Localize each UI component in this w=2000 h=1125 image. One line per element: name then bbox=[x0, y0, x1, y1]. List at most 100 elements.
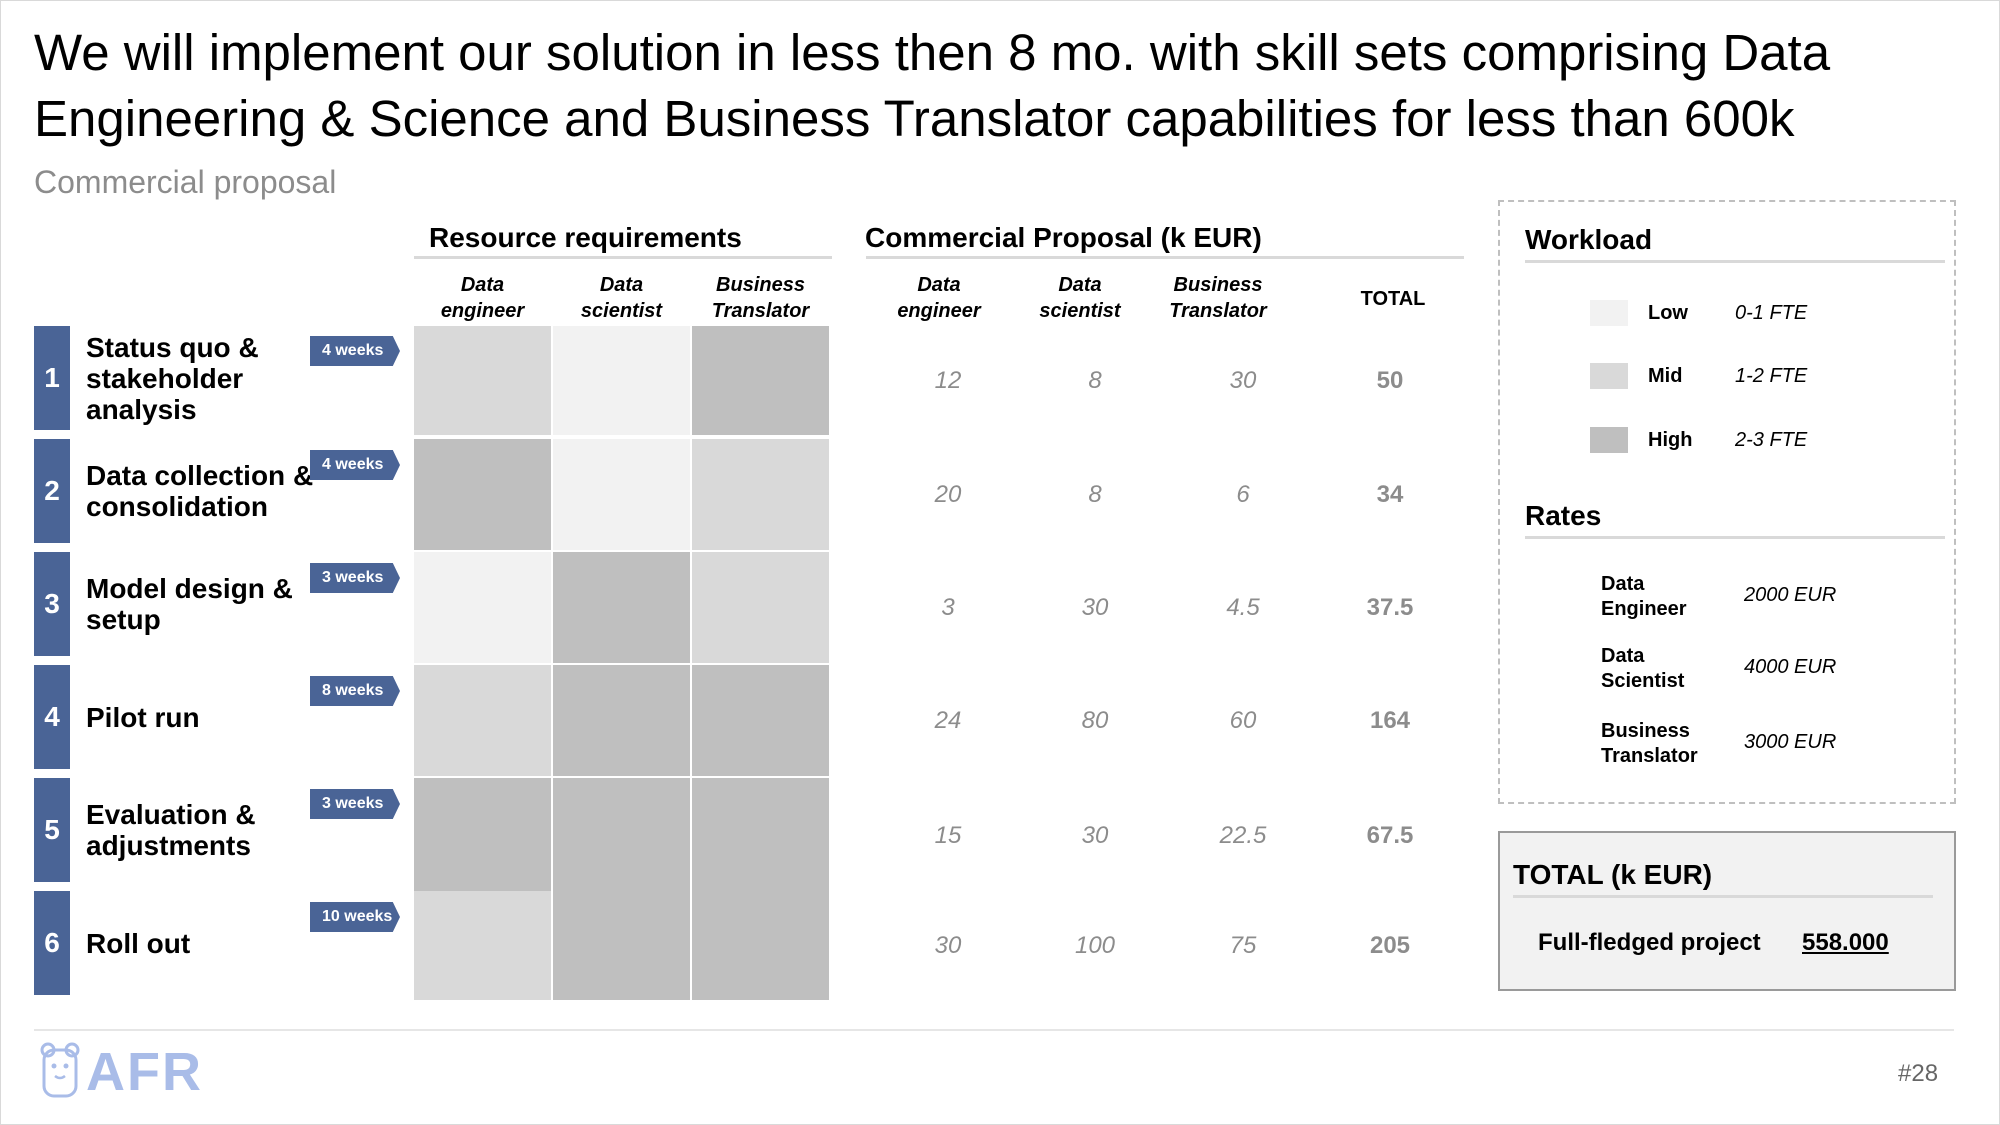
company-logo: AFR bbox=[40, 1042, 203, 1102]
proposal-cost-value: 8 bbox=[1088, 480, 1102, 508]
proposal-cost-value: 30 bbox=[934, 931, 962, 959]
resource-heading-rule bbox=[414, 256, 832, 259]
total-heading: TOTAL (k EUR) bbox=[1513, 859, 1713, 890]
step-number: 6 bbox=[34, 891, 70, 995]
proposal-cost-value: 4.5 bbox=[1226, 593, 1260, 621]
resource-col-header: Data engineer bbox=[440, 274, 525, 322]
workload-cell-high bbox=[553, 665, 690, 776]
proposal-cost-value: 80 bbox=[1081, 706, 1109, 734]
workload-cell-low bbox=[414, 552, 551, 663]
step-2: 2 Data collection & consolidation 4 week… bbox=[34, 439, 414, 543]
workload-cell-low bbox=[553, 326, 690, 435]
row-total-value: 37.5 bbox=[1366, 593, 1414, 621]
workload-cell-high bbox=[414, 439, 551, 550]
legend-box: Workload Low 0-1 FTE Mid 1-2 FTE High 2-… bbox=[1498, 200, 1956, 804]
step-4: 4 Pilot run 8 weeks bbox=[34, 665, 414, 769]
row-total-value: 34 bbox=[1376, 480, 1404, 508]
step-label: Evaluation & adjustments bbox=[86, 799, 256, 861]
low-swatch bbox=[1590, 300, 1628, 326]
workload-cell-mid bbox=[414, 326, 551, 435]
workload-cell-high bbox=[692, 778, 829, 894]
proposal-col-header: Business Translator bbox=[1169, 274, 1267, 322]
workload-cell-high bbox=[553, 552, 690, 663]
rate-label: Data Scientist bbox=[1601, 645, 1685, 692]
duration-badge: 8 weeks bbox=[310, 676, 400, 706]
workload-cell-mid bbox=[692, 552, 829, 663]
workload-cell-mid bbox=[414, 665, 551, 776]
workload-cell-mid bbox=[414, 891, 551, 1000]
proposal-heading: Commercial Proposal (k EUR) bbox=[865, 222, 1262, 253]
rate-label: Data Engineer bbox=[1601, 573, 1687, 620]
step-number: 3 bbox=[34, 552, 70, 656]
footer-rule bbox=[34, 1029, 1954, 1031]
bear-logo-icon bbox=[40, 1042, 80, 1098]
duration-badge: 3 weeks bbox=[310, 789, 400, 819]
total-value: 558.000 bbox=[1802, 929, 1889, 956]
row-total-value: 50 bbox=[1376, 366, 1404, 394]
step-label: Model design & setup bbox=[86, 573, 293, 635]
legend-mid-label: Mid bbox=[1648, 365, 1683, 387]
step-6: 6 Roll out 10 weeks bbox=[34, 891, 414, 995]
proposal-cost-value: 100 bbox=[1074, 931, 1116, 959]
total-col-header: TOTAL bbox=[1360, 288, 1426, 310]
slide-subtitle: Commercial proposal bbox=[34, 164, 337, 200]
workload-cell-high bbox=[553, 778, 690, 894]
step-1: 1 Status quo & stakeholder analysis 4 we… bbox=[34, 326, 414, 430]
slide-title: We will implement our solution in less t… bbox=[34, 24, 1831, 147]
duration-badge: 10 weeks bbox=[310, 902, 400, 932]
proposal-cost-value: 24 bbox=[934, 706, 962, 734]
step-number: 4 bbox=[34, 665, 70, 769]
row-total-value: 67.5 bbox=[1366, 822, 1414, 849]
rates-heading: Rates bbox=[1525, 500, 1602, 531]
workload-cell-high bbox=[692, 665, 829, 776]
step-5: 5 Evaluation & adjustments 3 weeks bbox=[34, 778, 414, 882]
legend-mid-fte: 1-2 FTE bbox=[1735, 365, 1808, 387]
workload-cell-mid bbox=[692, 439, 829, 550]
step-number: 5 bbox=[34, 778, 70, 882]
step-label: Pilot run bbox=[86, 701, 200, 733]
legend-low-label: Low bbox=[1648, 302, 1688, 324]
proposal-heading-rule bbox=[866, 256, 1464, 259]
step-label: Status quo & stakeholder analysis bbox=[86, 331, 259, 425]
proposal-cost-value: 15 bbox=[934, 822, 962, 849]
total-box: TOTAL (k EUR) Full-fledged project 558.0… bbox=[1498, 831, 1956, 991]
proposal-cost-value: 8 bbox=[1088, 366, 1102, 394]
row-total-value: 164 bbox=[1369, 706, 1411, 734]
resource-heading: Resource requirements bbox=[429, 222, 742, 253]
workload-cell-high bbox=[692, 891, 829, 1000]
proposal-cost-value: 3 bbox=[941, 593, 955, 621]
high-swatch bbox=[1590, 427, 1628, 453]
proposal-col-header: Data scientist bbox=[1039, 274, 1121, 322]
resource-col-header: Business Translator bbox=[711, 274, 810, 322]
proposal-cost-value: 12 bbox=[934, 366, 962, 394]
legend-high-label: High bbox=[1648, 429, 1693, 451]
rate-value: 3000 EUR bbox=[1744, 731, 1837, 753]
proposal-cost-value: 30 bbox=[1081, 822, 1109, 849]
proposal-cost-value: 22.5 bbox=[1219, 822, 1267, 849]
proposal-cost-value: 30 bbox=[1081, 593, 1109, 621]
duration-badge: 4 weeks bbox=[310, 450, 400, 480]
page-number: #28 bbox=[1898, 1060, 1939, 1087]
step-number: 2 bbox=[34, 439, 70, 543]
step-label: Roll out bbox=[86, 927, 191, 959]
workload-cell-low bbox=[553, 439, 690, 550]
workload-heading: Workload bbox=[1525, 224, 1653, 255]
workload-heading-rule bbox=[1525, 260, 1945, 263]
resource-col-header: Data scientist bbox=[580, 274, 663, 322]
step-3: 3 Model design & setup 3 weeks bbox=[34, 552, 414, 656]
proposal-cost-value: 6 bbox=[1236, 480, 1250, 508]
workload-cell-high bbox=[553, 891, 690, 1000]
rate-value: 4000 EUR bbox=[1744, 656, 1837, 678]
workload-cell-high bbox=[414, 778, 551, 894]
proposal-cost-value: 75 bbox=[1229, 931, 1257, 959]
duration-badge: 3 weeks bbox=[310, 563, 400, 593]
mid-swatch bbox=[1590, 363, 1628, 389]
legend-low-fte: 0-1 FTE bbox=[1735, 302, 1808, 324]
workload-cell-high bbox=[692, 326, 829, 435]
proposal-cost-value: 60 bbox=[1229, 706, 1257, 734]
step-number: 1 bbox=[34, 326, 70, 430]
logo-text: AFR bbox=[86, 1042, 203, 1102]
legend-high-fte: 2-3 FTE bbox=[1735, 429, 1808, 451]
proposal-cost-value: 20 bbox=[934, 480, 962, 508]
rate-label: Business Translator bbox=[1601, 720, 1698, 767]
